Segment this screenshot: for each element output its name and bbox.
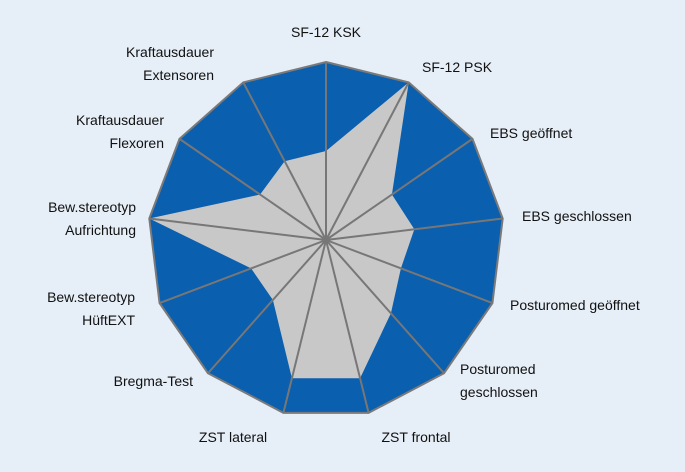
- axis-label-2-line-0: EBS geöffnet: [490, 125, 572, 141]
- spokes: [149, 62, 503, 414]
- spoke-5: [325, 239, 445, 374]
- axis-label-8-line-0: Bregma-Test: [114, 373, 193, 389]
- spoke-8: [207, 239, 327, 374]
- spoke-7: [282, 239, 327, 414]
- axis-label-9-line-1: HüftEXT: [82, 312, 135, 328]
- axis-label-12-line-1: Extensoren: [143, 67, 214, 83]
- axis-label-12-line-0: Kraftausdauer: [126, 44, 214, 60]
- axis-label-1-line-0: SF-12 PSK: [422, 59, 493, 75]
- axis-label-11: Kraftausdauer Flexoren: [76, 112, 164, 151]
- axis-label-0-line-0: SF-12 KSK: [291, 24, 362, 40]
- axis-label-9-line-0: Bew.stereotyp: [47, 289, 135, 305]
- spoke-6: [325, 239, 370, 414]
- axis-label-0: SF-12 KSK: [291, 24, 362, 40]
- spoke-4: [325, 239, 493, 305]
- axis-label-10-line-1: Aufrichtung: [65, 222, 136, 238]
- axis-label-3: EBS geschlossen: [522, 208, 632, 224]
- axis-label-6: ZST frontal: [382, 429, 451, 445]
- axis-label-4: Posturomed geöffnet: [510, 297, 640, 313]
- axis-label-1: SF-12 PSK: [422, 59, 493, 75]
- axis-label-3-line-0: EBS geschlossen: [522, 208, 632, 224]
- axis-label-10: Bew.stereotyp Aufrichtung: [48, 199, 136, 238]
- data-polygon: [149, 82, 415, 379]
- axis-label-12: Kraftausdauer Extensoren: [126, 44, 214, 83]
- axis-labels: SF-12 KSK SF-12 PSK EBS geöffnet EBS geschl…: [47, 24, 640, 445]
- axis-label-6-line-0: ZST frontal: [382, 429, 451, 445]
- axis-label-10-line-0: Bew.stereotyp: [48, 199, 136, 215]
- axis-label-8: Bregma-Test: [114, 373, 193, 389]
- spoke-1: [325, 81, 410, 241]
- axis-label-5-line-1: geschlossen: [460, 384, 538, 400]
- spoke-10: [149, 217, 327, 241]
- axis-label-11-line-0: Kraftausdauer: [76, 112, 164, 128]
- axis-label-4-line-0: Posturomed geöffnet: [510, 297, 640, 313]
- axis-label-5-line-0: Posturomed: [460, 361, 535, 377]
- axis-label-7: ZST lateral: [199, 429, 267, 445]
- spoke-9: [159, 239, 327, 305]
- axis-label-11-line-1: Flexoren: [110, 135, 164, 151]
- axis-label-2: EBS geöffnet: [490, 125, 572, 141]
- axis-label-9: Bew.stereotyp HüftEXT: [47, 289, 135, 328]
- axis-label-7-line-0: ZST lateral: [199, 429, 267, 445]
- spoke-11: [178, 138, 327, 241]
- spoke-2: [325, 138, 474, 241]
- axis-label-5: Posturomed geschlossen: [460, 361, 538, 400]
